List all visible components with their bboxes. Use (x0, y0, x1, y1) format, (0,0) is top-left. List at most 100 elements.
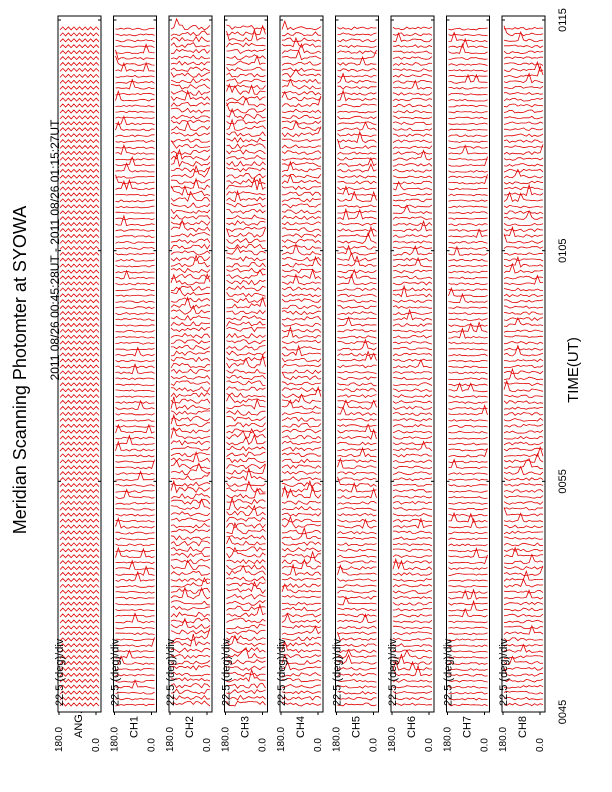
scan-trace (115, 668, 155, 671)
y-tick-label: 0.0 (313, 738, 324, 752)
scan-trace (59, 376, 100, 381)
scan-trace (337, 584, 377, 588)
scan-trace (170, 498, 211, 505)
scan-trace (59, 417, 100, 422)
scan-trace (281, 329, 322, 333)
scan-trace (226, 339, 266, 345)
scan-trace (115, 490, 155, 493)
scan-trace (115, 691, 155, 695)
scan-trace (337, 457, 377, 469)
scan-trace (170, 576, 211, 588)
scan-trace (170, 72, 211, 78)
scan-trace (59, 186, 100, 191)
scan-trace (115, 235, 155, 238)
scan-trace (170, 267, 211, 274)
scan-trace (337, 115, 377, 120)
scan-trace (281, 293, 322, 298)
scan-trace (170, 375, 211, 380)
scan-trace (448, 507, 488, 511)
scan-trace (281, 37, 322, 43)
scan-trace (226, 564, 266, 576)
scan-trace (448, 37, 488, 49)
panel-frame (335, 15, 379, 713)
scan-trace (226, 605, 266, 612)
scan-trace (226, 24, 266, 36)
scan-trace (503, 667, 544, 671)
panel-frame (279, 15, 324, 713)
scan-trace (226, 296, 266, 309)
scan-trace (226, 516, 266, 522)
scan-trace (337, 376, 377, 381)
scan-trace (337, 311, 377, 315)
scan-trace (59, 530, 100, 535)
scan-trace (337, 625, 377, 630)
scan-trace (281, 322, 322, 327)
scan-trace (115, 175, 155, 179)
scan-trace (115, 596, 155, 600)
scan-trace (448, 573, 488, 576)
scan-trace (503, 180, 544, 185)
scan-trace (448, 382, 488, 393)
scan-trace (281, 695, 322, 701)
scan-trace (392, 329, 433, 333)
scan-trace (281, 369, 322, 375)
scan-trace (170, 149, 211, 155)
scan-trace (170, 392, 211, 399)
scan-trace (337, 613, 377, 618)
scan-trace (392, 115, 433, 120)
scan-trace (59, 174, 100, 179)
scan-trace (170, 327, 211, 333)
scan-trace (115, 205, 155, 209)
scan-trace (59, 405, 100, 411)
scan-trace (281, 185, 322, 191)
scan-trace (115, 270, 155, 274)
scan-trace (226, 72, 266, 78)
scan-trace (226, 409, 266, 416)
scan-trace (392, 513, 433, 517)
scan-trace (281, 340, 322, 345)
scan-trace (393, 613, 433, 618)
y-tick-label: 180.0 (221, 727, 232, 752)
scan-trace (448, 264, 488, 268)
scan-trace (115, 318, 155, 321)
scan-trace (337, 481, 377, 493)
scan-trace (115, 162, 155, 173)
scan-trace (59, 210, 100, 215)
scan-trace (281, 672, 322, 677)
scan-trace (171, 344, 211, 350)
scan-trace (503, 133, 544, 138)
scan-trace (337, 89, 377, 102)
scan-trace (115, 537, 155, 541)
scan-trace (337, 578, 377, 582)
scan-trace (392, 436, 433, 440)
scan-trace (226, 353, 266, 369)
scan-trace (337, 518, 377, 523)
scan-trace (503, 293, 544, 298)
scan-trace (503, 524, 544, 529)
scan-trace (59, 26, 100, 31)
scan-trace (503, 379, 544, 393)
scan-trace (226, 143, 266, 150)
scan-trace (59, 358, 100, 363)
scan-trace (503, 452, 544, 464)
scan-trace (448, 650, 488, 653)
scan-trace (337, 643, 377, 648)
scan-trace (392, 483, 433, 487)
scan-trace (448, 146, 488, 149)
scan-trace (170, 214, 211, 220)
x-tick-label: 0055 (557, 469, 569, 493)
scan-trace (115, 603, 155, 606)
scan-trace (170, 243, 211, 250)
scan-trace (226, 689, 266, 695)
scan-trace (170, 90, 211, 96)
scan-trace (59, 672, 100, 677)
scan-trace (115, 104, 155, 108)
scan-trace (226, 243, 266, 250)
scan-trace (115, 341, 155, 345)
scan-trace (115, 312, 155, 316)
scan-trace (115, 678, 155, 689)
scan-trace (281, 563, 322, 576)
scan-trace (115, 377, 155, 381)
scan-trace (170, 107, 210, 114)
scan-trace (337, 564, 377, 576)
